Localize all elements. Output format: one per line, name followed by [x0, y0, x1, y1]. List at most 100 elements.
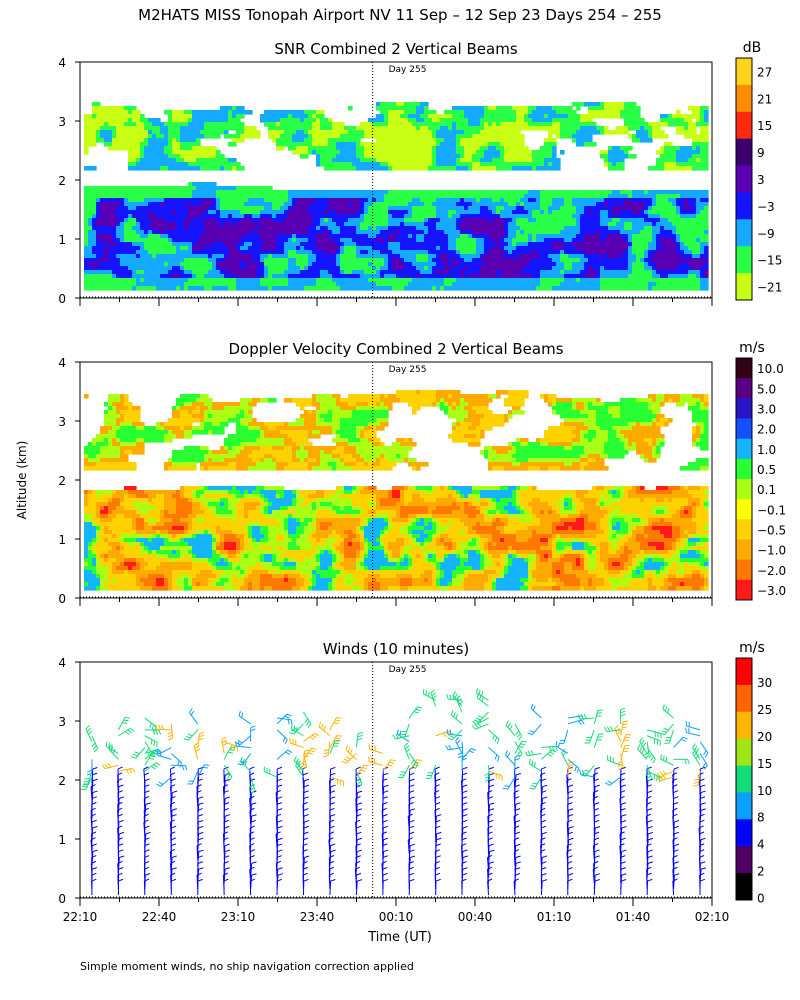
heatmap-cell	[608, 130, 613, 135]
heatmap-cell	[124, 198, 129, 203]
heatmap-cell	[240, 202, 245, 207]
heatmap-cell	[108, 258, 113, 263]
heatmap-cell	[580, 126, 585, 131]
heatmap-cell	[292, 282, 297, 287]
heatmap-cell	[444, 230, 449, 235]
heatmap-cell	[416, 162, 421, 167]
heatmap-cell	[348, 158, 353, 163]
heatmap-cell	[100, 262, 105, 267]
heatmap-cell	[408, 142, 413, 147]
heatmap-cell	[196, 182, 201, 187]
heatmap-cell	[404, 138, 409, 143]
heatmap-cell	[516, 190, 521, 195]
heatmap-cell	[604, 266, 609, 271]
heatmap-cell	[452, 158, 457, 163]
heatmap-cell	[504, 286, 509, 291]
heatmap-cell	[300, 142, 305, 147]
heatmap-cell	[328, 198, 333, 203]
heatmap-cell	[416, 106, 421, 111]
heatmap-cell	[272, 254, 277, 259]
heatmap-cell	[304, 122, 309, 127]
heatmap-cell	[360, 258, 365, 263]
heatmap-cell	[504, 234, 509, 239]
heatmap-cell	[296, 270, 301, 275]
heatmap-cell	[84, 202, 89, 207]
heatmap-cell	[164, 166, 169, 171]
heatmap-cell	[372, 218, 377, 223]
heatmap-cell	[348, 138, 353, 143]
heatmap-cell	[360, 270, 365, 275]
heatmap-cell	[344, 274, 349, 279]
heatmap-cell	[600, 190, 605, 195]
heatmap-cell	[340, 282, 345, 287]
heatmap-cell	[488, 258, 493, 263]
heatmap-cell	[604, 226, 609, 231]
heatmap-cell	[476, 282, 481, 287]
heatmap-cell	[500, 214, 505, 219]
heatmap-cell	[400, 130, 405, 135]
heatmap-cell	[316, 242, 321, 247]
heatmap-cell	[468, 130, 473, 135]
heatmap-cell	[424, 138, 429, 143]
heatmap-cell	[220, 166, 225, 171]
heatmap-cell	[308, 110, 313, 115]
heatmap-cell	[276, 246, 281, 251]
heatmap-cell	[92, 206, 97, 211]
heatmap-cell	[440, 226, 445, 231]
heatmap-cell	[356, 154, 361, 159]
heatmap-cell	[532, 118, 537, 123]
heatmap-cell	[448, 114, 453, 119]
heatmap-cell	[584, 234, 589, 239]
heatmap-cell	[220, 130, 225, 135]
heatmap-cell	[244, 202, 249, 207]
heatmap-cell	[256, 286, 261, 291]
heatmap-cell	[276, 250, 281, 255]
heatmap-cell	[104, 246, 109, 251]
heatmap-cell	[204, 146, 209, 151]
heatmap-cell	[192, 202, 197, 207]
heatmap-cell	[372, 266, 377, 271]
heatmap-cell	[540, 194, 545, 199]
heatmap-cell	[592, 238, 597, 243]
heatmap-cell	[112, 222, 117, 227]
heatmap-cell	[336, 250, 341, 255]
heatmap-cell	[440, 158, 445, 163]
heatmap-cell	[560, 286, 565, 291]
heatmap-cell	[604, 218, 609, 223]
heatmap-cell	[204, 114, 209, 119]
heatmap-cell	[236, 138, 241, 143]
heatmap-cell	[204, 234, 209, 239]
heatmap-cell	[384, 198, 389, 203]
heatmap-cell	[500, 198, 505, 203]
heatmap-cell	[372, 258, 377, 263]
heatmap-cell	[604, 270, 609, 275]
heatmap-cell	[352, 134, 357, 139]
heatmap-cell	[476, 254, 481, 259]
heatmap-cell	[236, 114, 241, 119]
heatmap-cell	[508, 110, 513, 115]
heatmap-cell	[324, 118, 329, 123]
heatmap-cell	[416, 154, 421, 159]
heatmap-cell	[196, 242, 201, 247]
heatmap-cell	[236, 250, 241, 255]
heatmap-cell	[508, 142, 513, 147]
heatmap-cell	[184, 114, 189, 119]
heatmap-cell	[596, 238, 601, 243]
heatmap-cell	[184, 162, 189, 167]
heatmap-cell	[264, 254, 269, 259]
heatmap-cell	[532, 230, 537, 235]
heatmap-cell	[180, 230, 185, 235]
heatmap-cell	[576, 134, 581, 139]
heatmap-cell	[460, 254, 465, 259]
heatmap-cell	[208, 122, 213, 127]
heatmap-cell	[128, 122, 133, 127]
heatmap-cell	[552, 274, 557, 279]
heatmap-cell	[548, 270, 553, 275]
heatmap-cell	[444, 274, 449, 279]
heatmap-cell	[468, 118, 473, 123]
heatmap-cell	[448, 202, 453, 207]
heatmap-cell	[112, 266, 117, 271]
heatmap-cell	[304, 218, 309, 223]
heatmap-cell	[368, 162, 373, 167]
heatmap-cell	[488, 262, 493, 267]
